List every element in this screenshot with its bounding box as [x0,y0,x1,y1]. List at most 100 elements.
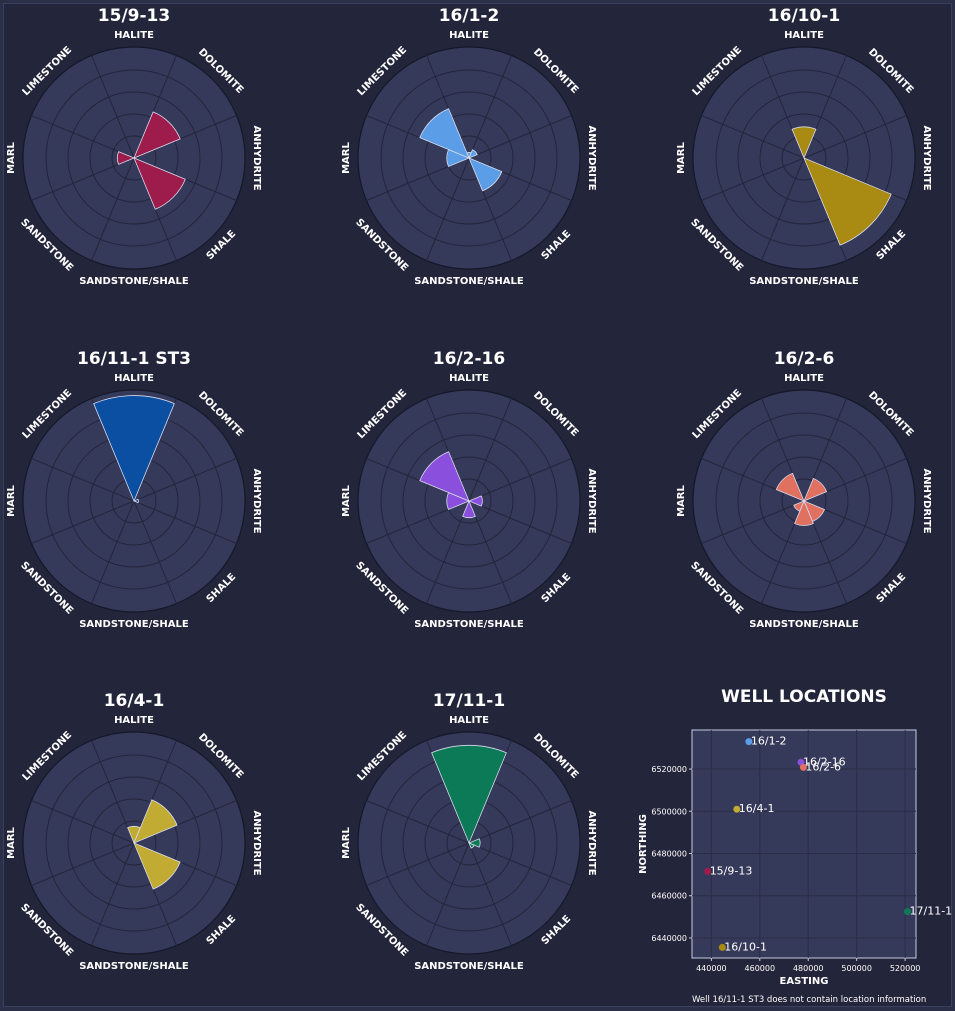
polar-bar-anhydrite [467,838,481,848]
polar-grid-ring [89,113,179,203]
polar-category-label: MARL [341,141,352,173]
polar-grid-ring [759,456,849,546]
polar-bar-dolomite [803,477,828,502]
polar-grid-spoke [366,842,470,886]
polar-chart: HALITEDOLOMITEANHYDRITESHALESANDSTONE/SH… [6,6,262,287]
polar-grid-ring [45,69,223,247]
polar-grid-spoke [426,500,470,604]
polar-grid-ring [759,113,849,203]
x-tick-label: 460000 [745,964,776,973]
polar-category-label: ANHYDRITE [921,125,932,190]
polar-category-label: SANDSTONE/SHALE [749,276,859,287]
polar-grid-ring [89,798,179,888]
polar-category-label: MARL [341,484,352,516]
polar-bar-anhydrite [132,498,139,504]
polar-grid-spoke [91,740,135,844]
well-point-label: 16/1-2 [751,735,787,748]
polar-grid-spoke [91,842,135,946]
polar-bar-marl [116,151,136,165]
polar-category-label: MARL [6,826,17,858]
x-axis-label: EASTING [780,976,829,987]
polar-grid-spoke [468,842,572,886]
well-point-label: 17/11-1 [910,905,953,918]
polar-category-label: SANDSTONE/SHALE [79,619,189,630]
polar-category-label: SANDSTONE/SHALE [79,961,189,972]
polar-category-label: ANHYDRITE [251,810,262,875]
y-tick-label: 6480000 [651,850,687,859]
polar-grid-spoke [31,157,135,201]
polar-chart: HALITEDOLOMITEANHYDRITESHALESANDSTONE/SH… [341,6,597,287]
polar-category-label: MARL [676,484,687,516]
polar-bar-anhydrite [467,495,483,507]
polar-grid-ring [45,754,223,932]
polar-grid-spoke [468,115,572,159]
polar-grid-ring [380,412,558,590]
polar-grid-spoke [701,115,805,159]
polar-category-label: ANHYDRITE [921,468,932,533]
polar-grid-spoke [803,115,907,159]
polar-grid-spoke [133,458,237,502]
polar-grid-spoke [133,500,177,604]
x-tick-label: 480000 [793,964,824,973]
polar-grid-ring [715,69,893,247]
polar-grid-ring [111,135,157,181]
polar-grid-spoke [468,500,572,544]
polar-category-label: SANDSTONE/SHALE [414,276,524,287]
polar-grid-ring [111,820,157,866]
chart-title: 15/9-13 [98,6,170,26]
polar-category-label: ANHYDRITE [586,125,597,190]
y-tick-label: 6500000 [651,807,687,816]
polar-chart: HALITEDOLOMITEANHYDRITESHALESANDSTONE/SH… [676,349,932,630]
scatter-chart: WELL LOCATIONS 440000 460000 480000 500000 52… [638,687,952,1005]
polar-bar-limestone [775,472,805,502]
polar-grid-spoke [701,157,805,201]
polar-grid-spoke [31,500,135,544]
x-tick-label: 500000 [841,964,872,973]
polar-grid-spoke [468,398,512,502]
polar-chart: HALITEDOLOMITEANHYDRITESHALESANDSTONE/SH… [6,349,262,630]
polar-grid-spoke [91,500,135,604]
polar-bar-halite [791,126,817,160]
chart-title: 16/11-1 ST3 [77,349,191,369]
polar-grid-ring [424,456,514,546]
polar-chart: HALITEDOLOMITEANHYDRITESHALESANDSTONE/SH… [341,349,597,630]
chart-title: 17/11-1 [433,691,505,711]
polar-category-label: MARL [676,141,687,173]
polar-category-label: HALITE [114,715,154,726]
polar-category-label: MARL [6,484,17,516]
polar-category-label: ANHYDRITE [251,468,262,533]
well-point [745,738,753,746]
polar-bar-shale [133,842,181,890]
well-point [799,763,807,771]
polar-category-label: HALITE [449,373,489,384]
polar-grid-spoke [31,115,135,159]
polar-grid-spoke [468,458,572,502]
polar-category-label: ANHYDRITE [586,810,597,875]
chart-title: 16/10-1 [768,6,840,26]
chart-title: 16/4-1 [104,691,165,711]
polar-bar-sandstone-shale [462,499,476,519]
polar-grid-spoke [133,500,237,544]
polar-category-label: SANDSTONE/SHALE [414,619,524,630]
well-point [704,867,712,875]
polar-bar-limestone [419,108,470,159]
y-axis-label: NORTHING [638,814,649,874]
polar-bar-halite [93,395,175,503]
polar-bar-sandstone [793,500,805,512]
polar-grid-ring [402,434,536,568]
polar-bar-limestone [419,451,470,502]
well-point-label: 15/9-13 [710,864,753,877]
polar-bar-sandstone-shale [794,499,814,526]
polar-chart: HALITEDOLOMITEANHYDRITESHALESANDSTONE/SH… [676,6,932,287]
polar-grid-ring [715,412,893,590]
polar-chart: HALITEDOLOMITEANHYDRITESHALESANDSTONE/SH… [341,691,597,972]
polar-chart: HALITEDOLOMITEANHYDRITESHALESANDSTONE/SH… [6,691,262,972]
polar-category-label: HALITE [114,30,154,41]
polar-grid-spoke [468,842,512,946]
polar-bar-shale [133,157,186,210]
polar-grid-spoke [31,842,135,886]
polar-grid-spoke [468,55,512,159]
polar-grid-ring [67,776,201,910]
polar-grid-spoke [468,800,572,844]
